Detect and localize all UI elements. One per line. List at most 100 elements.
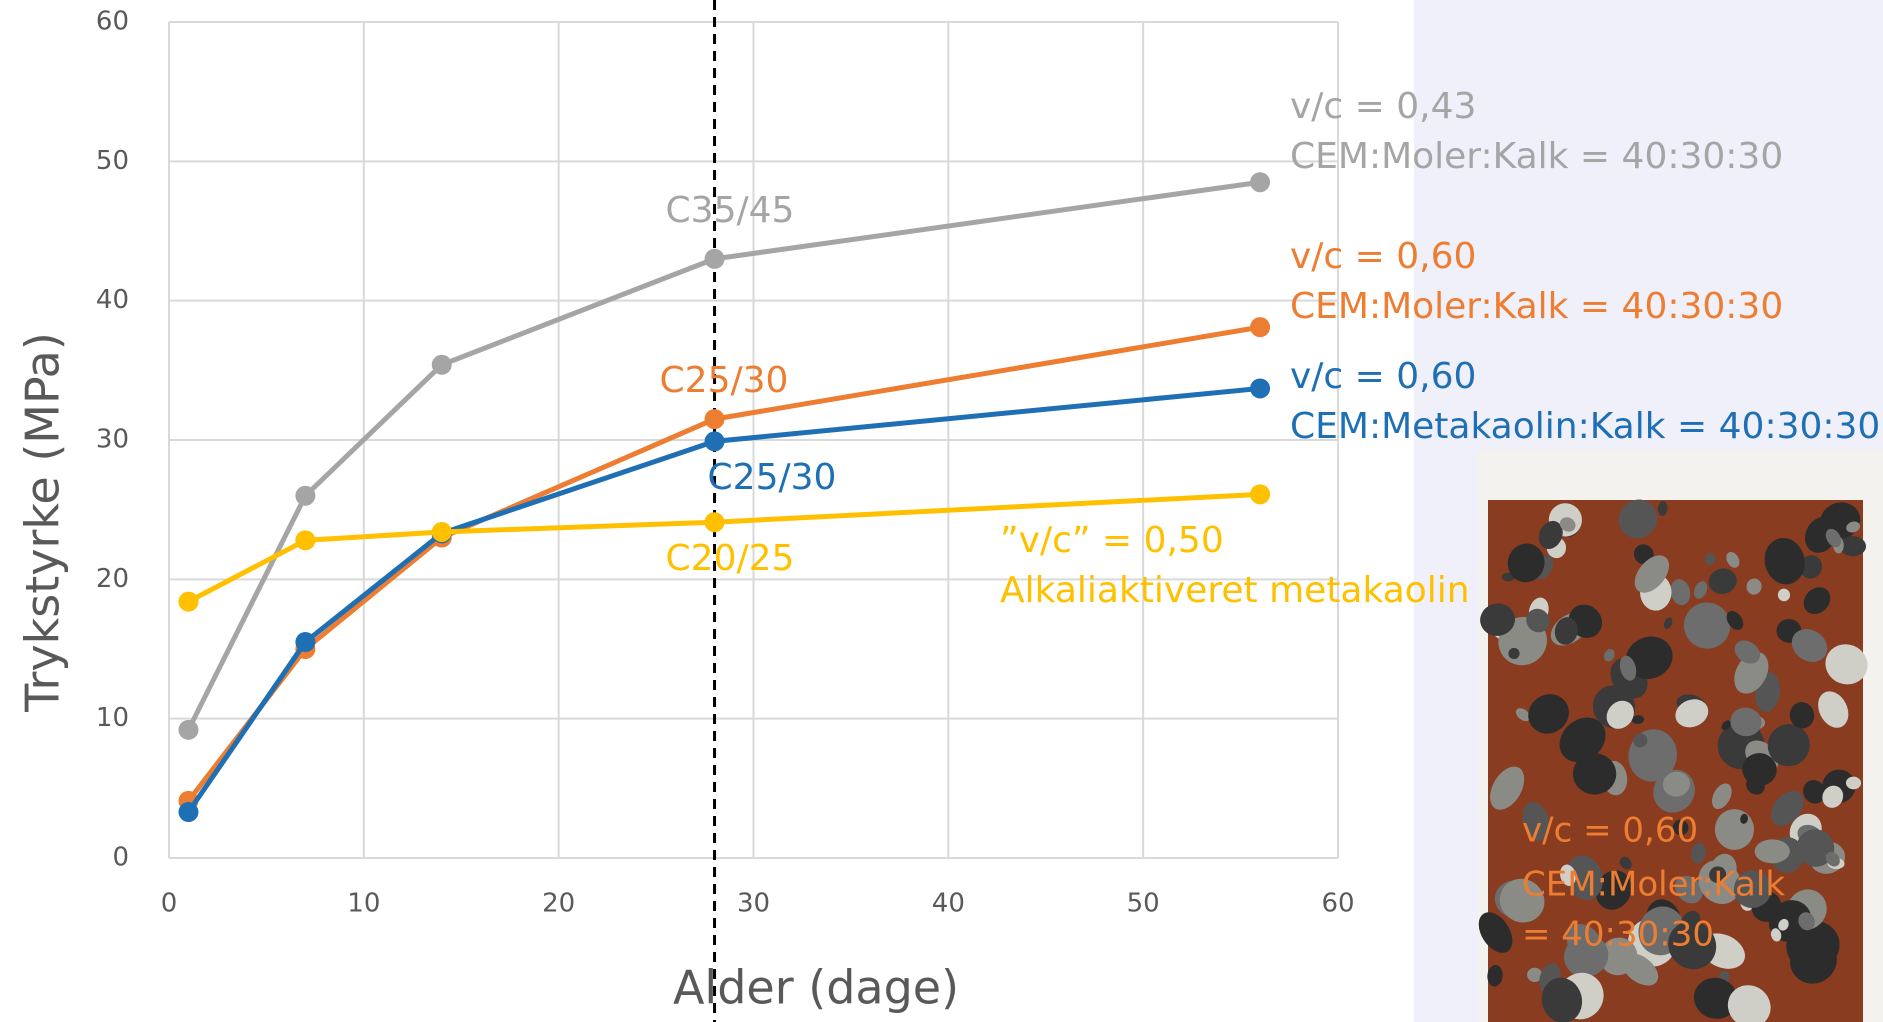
aggregate (1625, 636, 1673, 680)
aggregate (1487, 964, 1503, 987)
series-label: ”v/c” = 0,50 (1000, 520, 1224, 561)
aggregate (1663, 617, 1673, 629)
aggregate (1480, 603, 1515, 636)
data-point (431, 521, 452, 542)
aggregate (1770, 928, 1782, 942)
aggregate (1693, 581, 1708, 599)
aggregate (1572, 753, 1617, 795)
grade-label: C25/30 (660, 360, 789, 401)
aggregate (1712, 783, 1732, 810)
y-tick-label: 40 (96, 285, 129, 315)
aggregate (1740, 813, 1748, 824)
aggregate (1734, 640, 1761, 664)
y-tick-label: 0 (112, 843, 129, 873)
aggregate (1721, 720, 1732, 731)
aggregate (1606, 700, 1634, 729)
aggregate (1845, 776, 1862, 790)
photo-caption: = 40:30:30 (1522, 915, 1714, 955)
photo-caption: CEM:Moler:Kalk (1522, 865, 1785, 905)
x-tick-label: 50 (1127, 889, 1160, 919)
aggregate (1804, 516, 1838, 553)
aggregate (1777, 588, 1791, 602)
aggregate (1708, 568, 1737, 595)
aggregate (1803, 587, 1831, 615)
aggregate (1675, 699, 1709, 728)
x-tick-label: 20 (542, 889, 575, 919)
data-point (295, 485, 316, 506)
aggregate (1499, 878, 1545, 923)
series-label: v/c = 0,43 (1290, 86, 1476, 127)
data-point (178, 802, 199, 823)
aggregate (1595, 870, 1632, 910)
aggregate (1796, 829, 1835, 867)
aggregate (1560, 864, 1576, 886)
y-tick-label: 60 (96, 7, 129, 37)
aggregate (1730, 707, 1762, 737)
data-point (704, 512, 725, 533)
series-label: CEM:Moler:Kalk = 40:30:30 (1290, 286, 1783, 327)
aggregate (1839, 536, 1867, 557)
aggregate (1825, 528, 1842, 548)
aggregate (1803, 780, 1826, 804)
aggregate (1559, 517, 1576, 532)
aggregate (1798, 912, 1815, 931)
data-point (1250, 378, 1271, 399)
data-point (178, 719, 199, 740)
aggregate (1631, 715, 1645, 725)
aggregate (1742, 753, 1777, 786)
data-point (704, 248, 725, 269)
aggregate (1538, 520, 1563, 550)
aggregate (1846, 521, 1861, 533)
aggregate (1825, 644, 1868, 685)
aggregate (1799, 555, 1823, 579)
grade-label: C35/45 (666, 190, 795, 231)
aggregate (1683, 602, 1731, 649)
y-tick-label: 50 (96, 146, 129, 176)
aggregate (1657, 501, 1668, 516)
aggregate (1527, 967, 1543, 983)
aggregate (1714, 886, 1726, 898)
aggregate (1528, 694, 1569, 734)
aggregate (1508, 647, 1520, 660)
aggregate (1633, 733, 1648, 748)
aggregate (1778, 918, 1789, 931)
aggregate (1554, 617, 1578, 645)
x-tick-label: 10 (347, 889, 380, 919)
aggregate (1670, 579, 1691, 606)
data-point (295, 530, 316, 551)
data-point (1250, 317, 1271, 338)
aggregate (1564, 934, 1609, 978)
x-tick-label: 30 (737, 889, 770, 919)
aggregate (1672, 819, 1689, 836)
y-tick-label: 10 (96, 703, 129, 733)
aggregate (1767, 724, 1810, 767)
aggregate (1693, 977, 1738, 1019)
data-point (1250, 172, 1271, 193)
aggregate (1691, 842, 1706, 864)
aggregate (1478, 912, 1513, 953)
aggregate (1674, 875, 1703, 904)
aggregate (1771, 790, 1804, 827)
aggregate (1704, 553, 1716, 565)
aggregate (1709, 866, 1727, 883)
aggregate (1619, 856, 1632, 870)
aggregate (1789, 702, 1815, 729)
aggregate (1507, 543, 1545, 583)
aggregate (1727, 985, 1771, 1022)
aggregate (1490, 766, 1525, 810)
aggregate (1522, 801, 1550, 841)
x-tick-label: 40 (932, 889, 965, 919)
aggregate (1565, 855, 1603, 900)
aggregate (1619, 655, 1637, 681)
aggregate (1733, 870, 1772, 908)
y-tick-label: 30 (96, 425, 129, 455)
aggregate (1541, 977, 1583, 1022)
aggregate (1764, 537, 1805, 585)
aggregate (1621, 953, 1659, 986)
aggregate (1726, 551, 1740, 568)
aggregate (1822, 785, 1844, 808)
x-tick-label: 0 (161, 889, 178, 919)
data-point (704, 409, 725, 430)
x-axis-title: Alder (dage) (673, 961, 959, 1015)
